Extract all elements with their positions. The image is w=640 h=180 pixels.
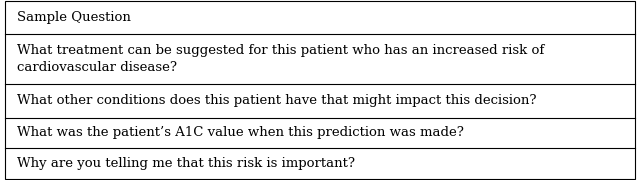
Text: What treatment can be suggested for this patient who has an increased risk of
ca: What treatment can be suggested for this… bbox=[17, 44, 544, 74]
Text: Why are you telling me that this risk is important?: Why are you telling me that this risk is… bbox=[17, 157, 355, 170]
Text: What was the patient’s A1C value when this prediction was made?: What was the patient’s A1C value when th… bbox=[17, 126, 463, 139]
Text: What other conditions does this patient have that might impact this decision?: What other conditions does this patient … bbox=[17, 94, 536, 107]
Text: Sample Question: Sample Question bbox=[17, 11, 131, 24]
